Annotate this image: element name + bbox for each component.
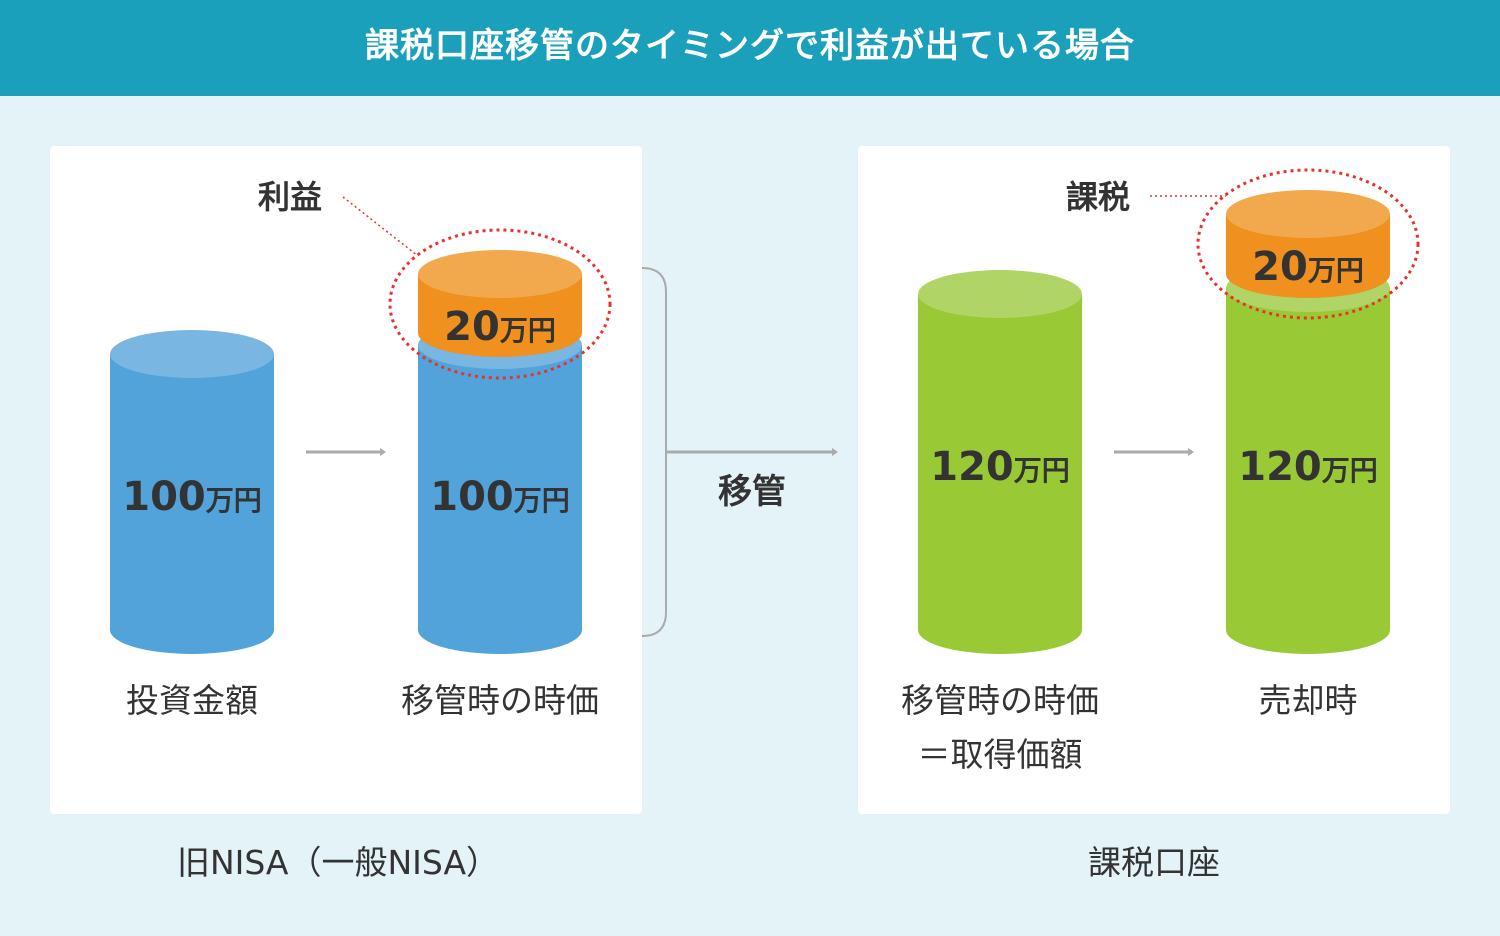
- profit-value: 20万円: [444, 304, 556, 350]
- cylinder-label: 売却時: [1259, 681, 1358, 720]
- cylinder-label: 移管時の時価: [901, 681, 1099, 720]
- arrows: [306, 448, 1194, 456]
- cylinder-value: 120万円: [930, 444, 1070, 490]
- cylinder-investment: [110, 330, 274, 654]
- left-caption: 旧NISA（一般NISA）: [177, 843, 499, 882]
- highlight-circle: [1196, 168, 1420, 320]
- annotation-profit: 利益: [258, 178, 322, 216]
- right-caption: 課税口座: [1088, 843, 1220, 882]
- cylinder-label-2: ＝取得価額: [918, 735, 1083, 774]
- cylinder-value: 100万円: [430, 474, 570, 520]
- annotation-line: [342, 196, 419, 257]
- cylinder-value: 100万円: [122, 474, 262, 520]
- transfer-label: 移管: [718, 472, 786, 512]
- annotation-tax: 課税: [1066, 178, 1130, 216]
- cylinder-value: 120万円: [1238, 444, 1378, 490]
- cylinder-transfer-value: [418, 250, 582, 654]
- highlight-circle: [388, 228, 612, 380]
- cylinder-sale: [1226, 190, 1390, 654]
- taxed-value: 20万円: [1252, 244, 1364, 290]
- page-title: 課税口座移管のタイミングで利益が出ている場合: [0, 0, 1500, 96]
- cylinder-label: 移管時の時価: [401, 681, 599, 720]
- bracket: [641, 267, 667, 637]
- cylinder-acquisition: [918, 270, 1082, 654]
- cylinder-label: 投資金額: [126, 681, 258, 720]
